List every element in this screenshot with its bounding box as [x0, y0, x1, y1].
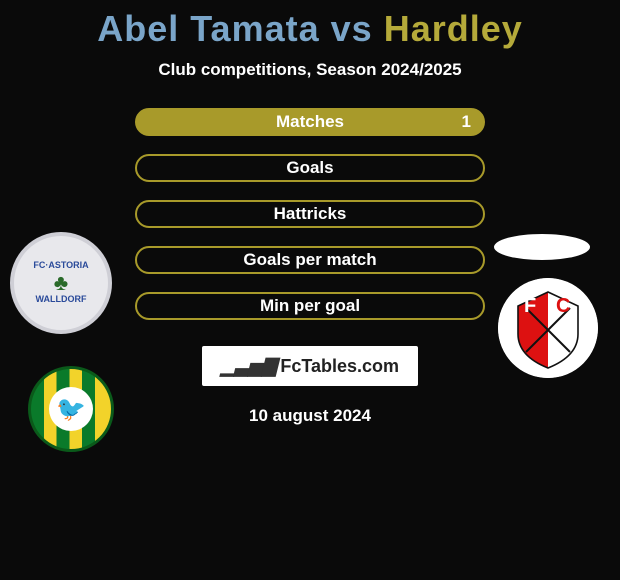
watermark-prefix: Fc — [280, 356, 301, 376]
stork-icon: 🐦 — [49, 387, 93, 431]
subtitle: Club competitions, Season 2024/2025 — [0, 60, 620, 80]
vs-separator: vs — [331, 8, 373, 49]
stat-bar-label: Min per goal — [260, 296, 360, 316]
stat-bar-label: Goals — [286, 158, 333, 178]
stat-bar-label: Goals per match — [243, 250, 376, 270]
club-logo-walldorf: FC·ASTORIA ♣ WALLDORF — [10, 232, 112, 334]
player-a-name: Abel Tamata — [97, 8, 319, 49]
watermark: ▁▃▅▇ FcTables.com — [202, 346, 418, 386]
stat-bar-label: Hattricks — [274, 204, 347, 224]
stat-bar: Goals per match — [135, 246, 485, 274]
chart-icon: ▁▃▅▇ — [221, 356, 276, 377]
stat-bar: Matches 1 — [135, 108, 485, 136]
utrecht-shield-icon: F C — [498, 278, 598, 378]
tree-icon: ♣ — [33, 271, 88, 295]
svg-text:C: C — [556, 295, 570, 317]
club-logo-utrecht: F C — [498, 278, 598, 378]
walldorf-text-bottom: WALLDORF — [33, 295, 88, 305]
club-logo-ado: 🐦 — [28, 366, 114, 452]
watermark-suffix: Tables.com — [301, 356, 399, 376]
stat-bar: Goals — [135, 154, 485, 182]
main-area: FC·ASTORIA ♣ WALLDORF 🐦 F C Matches1Goal… — [0, 108, 620, 320]
player-b-name: Hardley — [384, 8, 523, 49]
svg-text:F: F — [524, 295, 536, 317]
stat-bar: Hattricks — [135, 200, 485, 228]
stat-bar: Min per goal — [135, 292, 485, 320]
stat-bars: Matches 1 Goals Hattricks Goals per match Min… — [135, 108, 485, 320]
indicator-oval — [494, 234, 590, 260]
stat-bar-label: Matches — [276, 112, 344, 132]
comparison-title: Abel Tamata vs Hardley — [0, 0, 620, 50]
walldorf-logo-text: FC·ASTORIA ♣ WALLDORF — [33, 261, 88, 305]
stat-bar-value-b: 1 — [462, 112, 471, 132]
